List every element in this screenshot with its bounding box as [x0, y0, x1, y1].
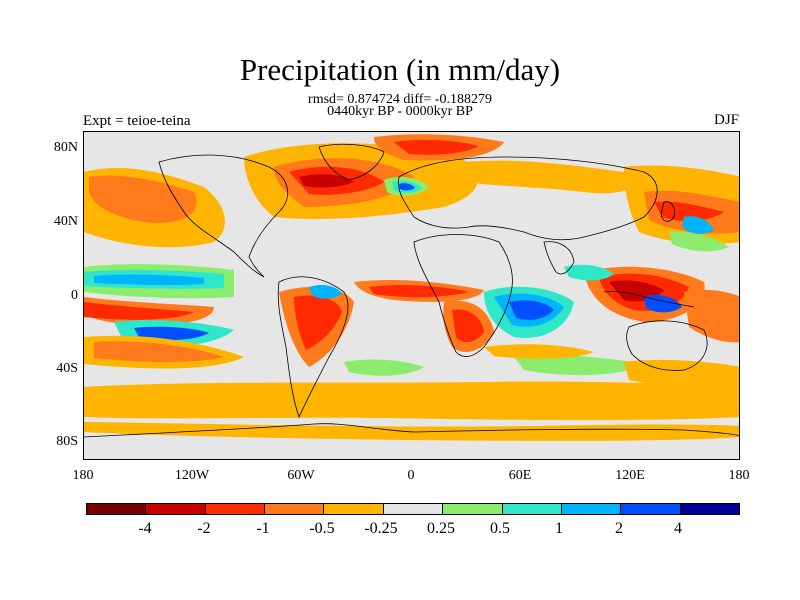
- coast-antarctica: [84, 423, 739, 438]
- map-svg: [84, 132, 739, 459]
- colorbar-label: -0.25: [364, 520, 398, 537]
- colorbar-box: [561, 504, 622, 514]
- x-tick-label: 60W: [287, 468, 315, 483]
- south-america-dry-strong: [294, 295, 342, 350]
- tropical-band: [84, 264, 739, 367]
- colorbar-box: [324, 504, 384, 514]
- coastlines: [84, 143, 739, 438]
- nh-dry-bands: [84, 134, 739, 248]
- stats-subtitle: rmsd= 0.874724 diff= -0.188279: [308, 92, 492, 107]
- south-atlantic-wet: [344, 359, 424, 376]
- antarctic-coast-dry: [84, 422, 739, 441]
- colorbar-box: [680, 504, 739, 514]
- y-tick-label: 80S: [56, 434, 78, 449]
- coast-north-america: [158, 154, 288, 278]
- y-tick-label: 80N: [53, 140, 78, 155]
- y-tick-label: 40N: [53, 214, 78, 229]
- x-tick-label: 180: [728, 468, 750, 483]
- atlantic-dry-strong: [369, 285, 469, 298]
- coast-eurasia: [397, 156, 658, 241]
- chart-title: Precipitation (in mm/day): [239, 52, 561, 87]
- y-tick-label: 40S: [56, 361, 78, 376]
- sh-bands: [84, 335, 739, 441]
- nw-pacific-wet-light: [669, 231, 729, 252]
- nw-pacific-dry-strong: [654, 201, 724, 222]
- colorbar-box: [621, 504, 681, 514]
- indian-ocean-wet: [514, 354, 644, 376]
- southern-ocean-dry: [84, 381, 739, 421]
- y-tick-label: 0: [71, 288, 78, 303]
- colorbar-box: [87, 504, 147, 514]
- colorbar-label: 0.25: [427, 520, 455, 537]
- colorbar-label: 2: [615, 520, 623, 537]
- colorbar-label: -4: [138, 520, 152, 537]
- coast-africa: [413, 234, 513, 357]
- coast-greenland: [318, 143, 385, 181]
- colorbar-label: 0.5: [490, 520, 510, 537]
- south-pacific-wet-strong: [134, 326, 209, 341]
- eurasia-dry: [464, 160, 632, 194]
- coast-indonesia: [603, 291, 695, 308]
- x-tick-label: 120E: [615, 468, 645, 483]
- colorbar-box: [383, 504, 444, 514]
- southern-africa-dry-strong: [452, 309, 484, 343]
- precipitation-map: [83, 131, 740, 460]
- colorbar: [86, 503, 740, 515]
- nw-pacific-wet: [682, 216, 714, 234]
- east-pacific-wet-strong: [94, 274, 204, 286]
- colorbar-box: [502, 504, 562, 514]
- indian-ocean-dry: [484, 344, 594, 359]
- arctic-dry-strong: [394, 139, 479, 155]
- colorbar-label: 1: [555, 520, 563, 537]
- north-pacific-dry-inner: [89, 175, 197, 223]
- africa-wet-heavy: [509, 300, 554, 320]
- coast-south-america: [277, 276, 349, 419]
- coast-australia: [626, 320, 708, 371]
- x-tick-label: 180: [72, 468, 94, 483]
- coast-india: [543, 241, 575, 275]
- indo-pacific-wet: [564, 264, 614, 281]
- colorbar-label: -1: [256, 520, 270, 537]
- x-tick-label: 60E: [508, 468, 532, 483]
- x-tick-label: 120W: [174, 468, 210, 483]
- europe-wet-strong: [399, 183, 415, 191]
- amazon-wet: [309, 284, 342, 299]
- period-subtitle: 0440kyr BP - 0000kyr BP: [327, 104, 473, 119]
- coast-japan: [660, 201, 675, 222]
- colorbar-box: [146, 504, 206, 514]
- colorbar-label: 4: [674, 520, 682, 537]
- season-label: DJF: [713, 112, 739, 128]
- sw-pacific-dry: [684, 289, 739, 343]
- colorbar-box: [265, 504, 325, 514]
- south-pacific-dry-band-mid: [94, 341, 224, 362]
- colorbar-box: [205, 504, 266, 514]
- colorbar-label: -2: [197, 520, 211, 537]
- colorbar-label: -0.5: [309, 520, 335, 537]
- colorbar-box: [443, 504, 503, 514]
- x-tick-label: 0: [407, 468, 415, 483]
- experiment-label: Expt = teioe-teina: [83, 113, 191, 129]
- central-pacific-dry-strong: [84, 302, 194, 320]
- north-atlantic-dry-heavy: [299, 174, 354, 188]
